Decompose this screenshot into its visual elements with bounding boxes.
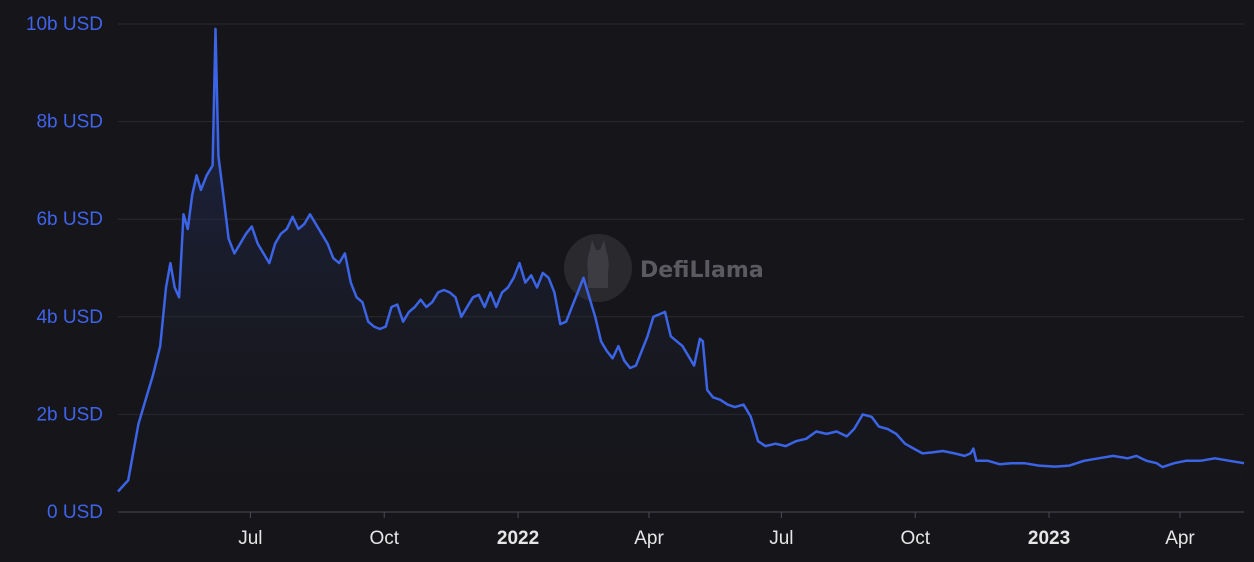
x-axis: Jul Oct 2022 Apr Jul Oct 2023 Apr [118,511,1244,549]
x-tick-label: Jul [769,528,793,549]
tvl-series-line [117,27,1245,493]
y-tick-label: 6b USD [36,209,103,230]
y-tick-label: 2b USD [36,404,103,425]
defillama-watermark: DefiLlama [564,234,764,302]
x-tick-label: Oct [900,528,930,549]
x-tick-label: Apr [634,528,664,549]
x-tick-label: Apr [1165,528,1195,549]
x-tick-label: Jul [238,528,262,549]
y-axis: 0 USD 2b USD 4b USD 6b USD 8b USD 10b USD [26,14,103,523]
watermark-text: DefiLlama [640,258,764,283]
x-tick-label: 2023 [1028,528,1070,549]
y-tick-label: 10b USD [26,14,103,35]
llama-head-icon [587,240,609,288]
y-tick-label: 0 USD [47,502,103,523]
x-tick-label: Oct [369,528,399,549]
x-tick-label: 2022 [497,528,539,549]
y-tick-label: 8b USD [36,112,103,133]
tvl-area-fill [118,28,1244,513]
y-tick-label: 4b USD [36,307,103,328]
